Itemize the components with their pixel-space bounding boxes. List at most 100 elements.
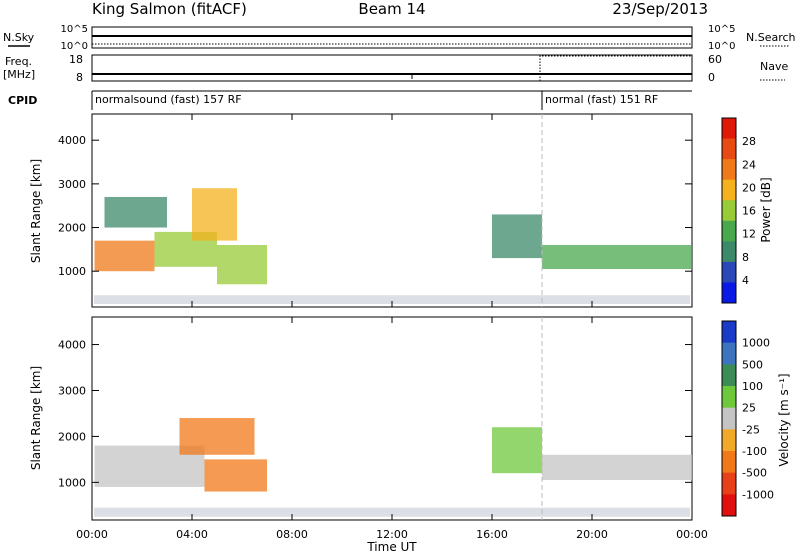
echo-region bbox=[492, 427, 542, 474]
colorbar-swatch bbox=[722, 407, 736, 430]
colorbar-swatch bbox=[722, 200, 736, 222]
velocity-ylabel: Slant Range [km] bbox=[29, 366, 43, 470]
time-tick-label: 12:00 bbox=[376, 528, 408, 541]
nsky-label: N.Sky bbox=[3, 31, 35, 44]
colorbar-tick-label: 4 bbox=[742, 274, 749, 287]
cpid-segments: normalsound (fast) 157 RF normal (fast) 1… bbox=[91, 91, 658, 110]
freq-strip-traces bbox=[92, 55, 692, 81]
colorbar-swatch bbox=[722, 261, 736, 283]
station-title: King Salmon (fitACF) bbox=[92, 0, 247, 18]
cpid-segment-label: normal (fast) 151 RF bbox=[545, 93, 658, 106]
cpid-label: CPID bbox=[8, 94, 37, 107]
colorbar-tick-label: 24 bbox=[742, 158, 756, 171]
y-tick-label: 4000 bbox=[58, 134, 86, 147]
colorbar-tick-label: 28 bbox=[742, 135, 756, 148]
noise-top-left-tick: 10^5 bbox=[61, 24, 88, 35]
echo-region bbox=[217, 244, 267, 285]
echo-region bbox=[542, 454, 692, 481]
colorbar-tick-label: 500 bbox=[742, 358, 763, 371]
echo-region bbox=[204, 459, 267, 492]
freq-label-line2: [MHz] bbox=[3, 68, 35, 81]
colorbar-frame bbox=[721, 320, 737, 517]
beam-title: Beam 14 bbox=[358, 0, 425, 18]
colorbar-swatch bbox=[722, 321, 736, 344]
time-axis-label: Time UT bbox=[366, 540, 417, 554]
noise-top-right-tick: 10^5 bbox=[708, 24, 735, 35]
y-tick-label: 2000 bbox=[58, 222, 86, 235]
colorbar-swatch bbox=[722, 220, 736, 242]
colorbar-tick-label: -100 bbox=[742, 445, 767, 458]
colorbar-tick-label: 12 bbox=[742, 228, 756, 241]
colorbar-swatch bbox=[722, 429, 736, 452]
echo-region bbox=[192, 188, 237, 241]
time-tick-label: 16:00 bbox=[476, 528, 508, 541]
colorbar-frame bbox=[721, 117, 737, 304]
colorbar-swatch bbox=[722, 241, 736, 263]
time-tick-label: 04:00 bbox=[176, 528, 208, 541]
colorbar-swatch bbox=[722, 451, 736, 474]
time-axis-ticks: 00:00 04:00 08:00 12:00 16:00 20:00 00:00 bbox=[76, 528, 708, 541]
power-colorbar: 4 8 12 16 20 24 28 bbox=[721, 117, 756, 304]
cpid-segment-label: normalsound (fast) 157 RF bbox=[95, 93, 242, 106]
y-tick-label: 3000 bbox=[58, 384, 86, 397]
colorbar-swatch bbox=[722, 472, 736, 495]
noise-bottom-left-tick: 10^0 bbox=[61, 41, 88, 52]
near-range-scatter bbox=[94, 507, 690, 517]
near-range-scatter bbox=[94, 295, 690, 304]
freq-top-tick: 18 bbox=[69, 53, 83, 66]
time-tick-label: 20:00 bbox=[576, 528, 608, 541]
echo-region bbox=[94, 240, 155, 272]
colorbar-swatch bbox=[722, 386, 736, 409]
colorbar-tick-label: -25 bbox=[742, 423, 760, 436]
echo-region bbox=[542, 244, 692, 270]
colorbar-tick-label: 100 bbox=[742, 380, 763, 393]
colorbar-swatch bbox=[722, 138, 736, 160]
nave-top-tick: 60 bbox=[708, 53, 722, 66]
echo-region bbox=[104, 196, 167, 228]
colorbar-tick-label: 25 bbox=[742, 402, 756, 415]
freq-label-line1: Freq. bbox=[5, 55, 32, 68]
y-tick-label: 2000 bbox=[58, 430, 86, 443]
noise-strip-frame bbox=[91, 26, 693, 49]
y-tick-label: 1000 bbox=[58, 476, 86, 489]
colorbar-swatch bbox=[722, 179, 736, 201]
colorbar-swatch bbox=[722, 282, 736, 304]
colorbar-tick-label: 20 bbox=[742, 181, 756, 194]
colorbar-swatch bbox=[722, 364, 736, 387]
freq-strip-frame bbox=[91, 54, 693, 82]
y-tick-label: 3000 bbox=[58, 178, 86, 191]
date-title: 23/Sep/2013 bbox=[612, 0, 708, 18]
y-tick-label: 4000 bbox=[58, 339, 86, 352]
colorbar-tick-label: -1000 bbox=[742, 488, 774, 501]
nave-bottom-tick: 0 bbox=[708, 71, 715, 84]
echo-region bbox=[179, 418, 255, 455]
colorbar-swatch bbox=[722, 118, 736, 140]
colorbar-tick-label: -500 bbox=[742, 467, 767, 480]
colorbar-tick-label: 16 bbox=[742, 205, 756, 218]
time-tick-label: 00:00 bbox=[76, 528, 108, 541]
echo-region bbox=[492, 214, 542, 259]
colorbar-swatch bbox=[722, 159, 736, 181]
colorbar-swatch bbox=[722, 494, 736, 517]
power-panel-frame bbox=[91, 113, 693, 308]
time-tick-label: 00:00 bbox=[676, 528, 708, 541]
nave-label: Nave bbox=[760, 60, 788, 73]
power-colorbar-label: Power [dB] bbox=[759, 177, 773, 242]
noise-bottom-right-tick: 10^0 bbox=[708, 41, 735, 52]
time-tick-label: 08:00 bbox=[276, 528, 308, 541]
y-tick-label: 1000 bbox=[58, 265, 86, 278]
nsearch-label: N.Search bbox=[746, 31, 796, 44]
noise-strip-traces bbox=[92, 35, 692, 45]
colorbar-tick-label: 8 bbox=[742, 251, 749, 264]
power-ylabel: Slant Range [km] bbox=[29, 159, 43, 263]
velocity-colorbar: 1000 500 100 25 -25 -100 -500 -1000 bbox=[721, 320, 774, 517]
velocity-echo-regions bbox=[94, 418, 692, 517]
colorbar-tick-label: 1000 bbox=[742, 337, 770, 350]
velocity-axes: 1000 2000 3000 4000 bbox=[58, 317, 693, 520]
freq-bottom-tick: 8 bbox=[76, 71, 83, 84]
colorbar-swatch bbox=[722, 342, 736, 365]
velocity-colorbar-label: Velocity [m s⁻¹] bbox=[777, 373, 791, 466]
power-axes: 1000 2000 3000 4000 bbox=[58, 114, 693, 307]
power-echo-regions bbox=[94, 188, 692, 304]
